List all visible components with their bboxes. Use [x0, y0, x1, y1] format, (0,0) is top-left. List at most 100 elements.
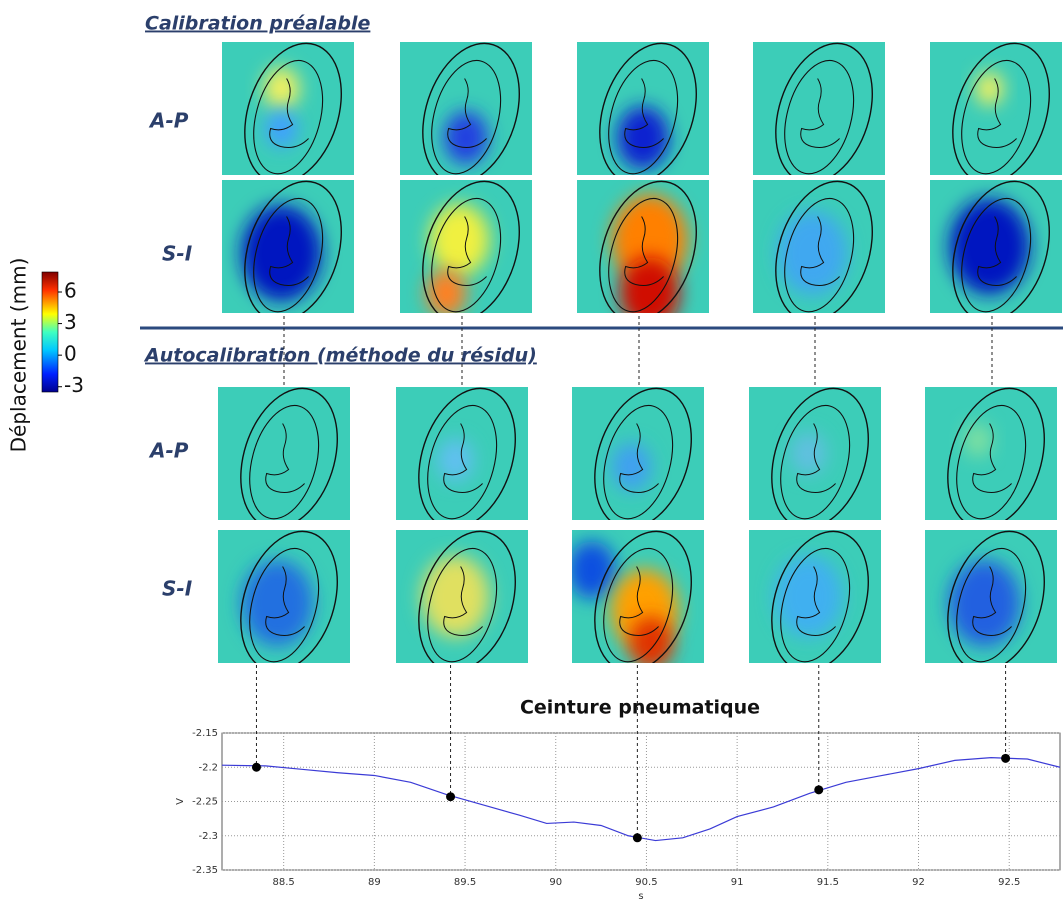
outline	[796, 566, 836, 636]
plot: Ceinture pneumatique 88.5 89 89.5 90 90.5 91 91…	[175, 316, 1061, 902]
outline	[249, 547, 320, 663]
outline	[431, 197, 502, 313]
outline	[972, 423, 1012, 493]
outline	[249, 404, 320, 520]
outline	[427, 547, 498, 663]
heatmap-body	[222, 42, 354, 175]
heatmap-blob	[790, 431, 827, 476]
heatmap-blob	[948, 559, 1021, 647]
outline	[418, 387, 516, 520]
heatmap	[925, 387, 1057, 520]
x-tick-label: 92	[912, 877, 925, 888]
outline	[775, 180, 873, 313]
outline	[265, 423, 305, 493]
heatmaps	[218, 42, 1062, 663]
heatmap-body	[925, 387, 1057, 520]
heatmap-body	[396, 387, 528, 520]
colorbar-tick-label: 3	[64, 310, 77, 334]
heatmap-body	[572, 530, 704, 663]
colorbar	[41, 271, 59, 393]
heatmap-body	[577, 180, 709, 313]
colorbar-tick-label: 0	[64, 342, 77, 366]
heatmap	[925, 530, 1057, 663]
heatmap-blob	[611, 194, 688, 286]
outline	[418, 530, 516, 663]
heatmap	[577, 42, 709, 175]
outline	[244, 180, 342, 313]
marker	[446, 792, 456, 802]
outline	[603, 547, 674, 663]
x-tick-label: 92.5	[998, 877, 1020, 888]
heatmap-body	[930, 180, 1062, 313]
outline	[784, 59, 855, 175]
outline	[780, 404, 851, 520]
row-label: S-I	[162, 577, 193, 601]
outline	[240, 387, 338, 520]
outline	[771, 387, 869, 520]
outline	[594, 530, 692, 663]
heatmap-body	[925, 530, 1057, 663]
outline	[431, 59, 502, 175]
outline	[269, 216, 309, 286]
heatmap	[222, 42, 354, 175]
outline	[422, 42, 520, 175]
x-tick-label: 90.5	[635, 877, 657, 888]
outline	[780, 547, 851, 663]
row-label: S-I	[162, 242, 193, 266]
outline	[775, 42, 873, 175]
row-label: A-P	[148, 109, 189, 133]
heatmap-blob	[774, 555, 843, 638]
heatmap-body	[400, 42, 532, 175]
x-tick-label: 90	[549, 877, 562, 888]
colorbar-tick-label: -3	[64, 373, 84, 397]
heatmap	[400, 180, 532, 313]
heatmap-blob	[426, 269, 467, 313]
heatmap	[396, 387, 528, 520]
heatmap-body	[218, 387, 350, 520]
outline	[422, 180, 520, 313]
marker	[814, 785, 824, 795]
outline	[961, 59, 1032, 175]
outline	[253, 197, 324, 313]
heatmap-body	[400, 180, 532, 313]
heatmap-body	[222, 180, 354, 313]
outline	[972, 566, 1012, 636]
heatmap-body	[749, 387, 881, 520]
heatmap-blob	[629, 616, 674, 663]
heatmap	[572, 530, 704, 663]
heatmap	[222, 180, 354, 313]
heatmap-blob	[421, 555, 490, 638]
outline	[977, 78, 1017, 148]
outline	[784, 197, 855, 313]
outline	[240, 530, 338, 663]
heatmap	[218, 530, 350, 663]
outline	[624, 216, 664, 286]
heatmap-body	[753, 180, 885, 313]
x-axis-label: s	[638, 891, 643, 902]
outline	[594, 387, 692, 520]
outline	[447, 216, 487, 286]
outline	[599, 180, 697, 313]
heatmap-body	[753, 42, 885, 175]
outline	[608, 59, 679, 175]
y-axis-label: V	[175, 798, 186, 805]
outline	[603, 404, 674, 520]
plot-area	[221, 732, 1061, 871]
heatmap	[577, 180, 709, 313]
heatmap	[930, 180, 1062, 313]
heatmap-blob	[572, 541, 616, 599]
outline	[427, 404, 498, 520]
heatmap-blob	[617, 106, 669, 169]
heatmap-bg	[753, 42, 885, 175]
heatmap-body	[577, 42, 709, 175]
line	[221, 757, 1061, 842]
y-tick-label: -2.25	[192, 797, 218, 808]
heatmap-bg	[218, 387, 350, 520]
outline	[956, 404, 1027, 520]
outline	[608, 197, 679, 313]
heatmap	[218, 387, 350, 520]
marker	[632, 833, 642, 843]
heatmap	[753, 180, 885, 313]
section-title: Calibration préalable	[145, 13, 370, 35]
